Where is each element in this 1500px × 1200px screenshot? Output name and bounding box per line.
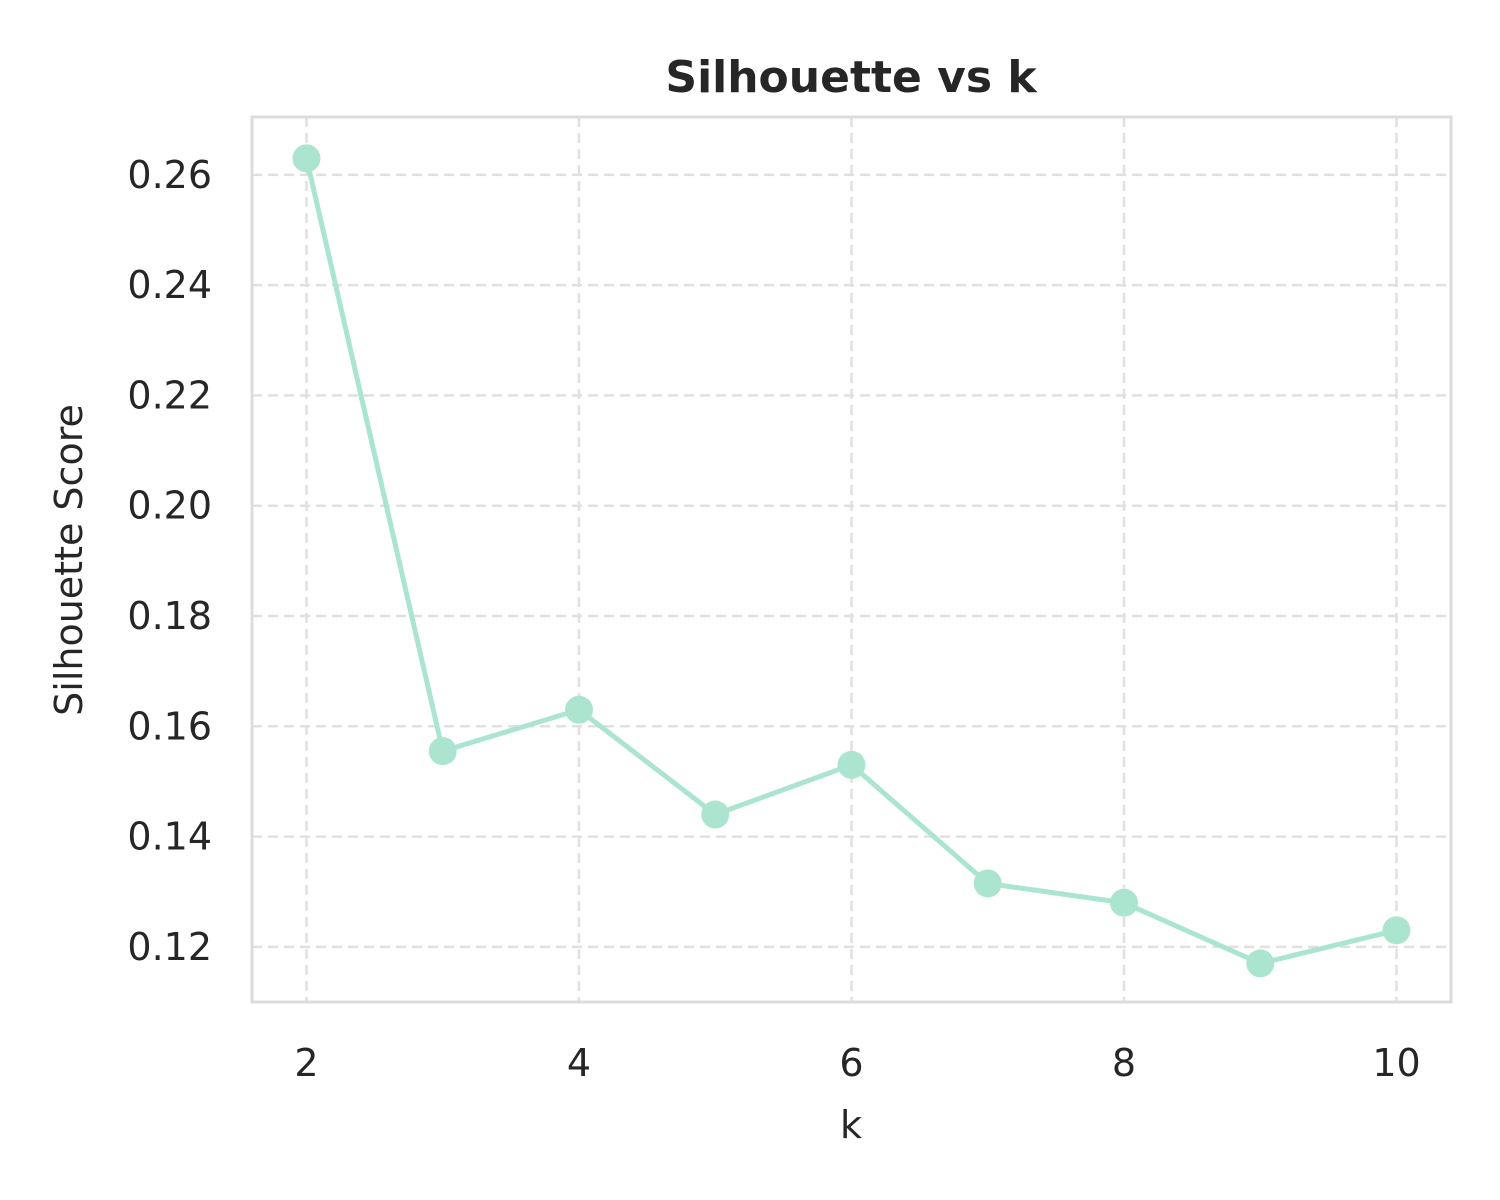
grid: [252, 117, 1451, 1002]
data-point: [1382, 916, 1411, 945]
y-tick-label: 0.22: [127, 373, 212, 417]
x-axis-label: k: [840, 1103, 862, 1147]
y-tick-label: 0.12: [127, 925, 212, 969]
data-point: [292, 144, 321, 173]
chart-title: Silhouette vs k: [665, 52, 1038, 103]
x-tick-label: 4: [567, 1041, 591, 1085]
data-point: [428, 737, 457, 766]
x-tick-label: 2: [294, 1041, 318, 1085]
y-tick-label: 0.18: [127, 594, 212, 638]
data-point: [973, 869, 1002, 898]
y-tick-label: 0.20: [127, 484, 212, 528]
data-point: [837, 750, 866, 779]
series-layer: [292, 144, 1411, 978]
x-tick-label: 6: [839, 1041, 863, 1085]
data-point: [565, 695, 593, 724]
y-tick-label: 0.24: [127, 263, 212, 307]
data-point: [701, 800, 730, 829]
x-tick-label: 10: [1372, 1041, 1420, 1085]
data-point: [1110, 888, 1138, 917]
y-axis-label: Silhouette Score: [47, 404, 91, 716]
data-point: [1246, 949, 1275, 978]
y-tick-label: 0.14: [127, 815, 212, 859]
y-tick-label: 0.16: [127, 704, 212, 748]
y-ticks: 0.12 0.14 0.16 0.18 0.20 0.22 0.24 0.26: [127, 153, 212, 969]
x-tick-label: 8: [1112, 1041, 1136, 1085]
x-ticks: 2 4 6 8 10: [294, 1041, 1420, 1085]
y-tick-label: 0.26: [127, 153, 212, 197]
plot-frame: [250, 115, 1453, 1004]
